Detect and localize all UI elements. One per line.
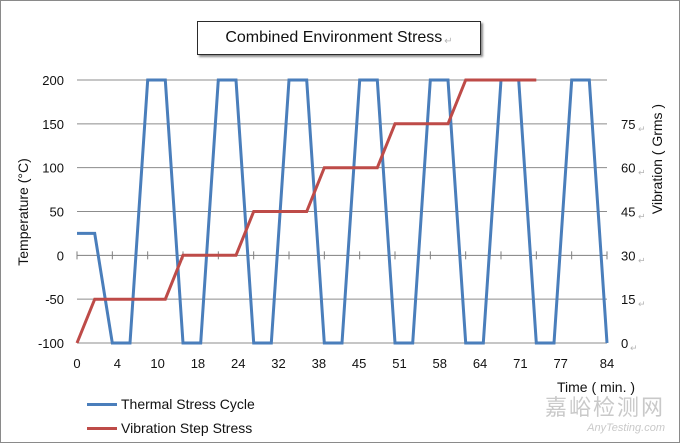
y-right-tick-mark: ↵ xyxy=(638,168,646,178)
legend-label-thermal: Thermal Stress Cycle xyxy=(121,396,255,412)
y-axis-right-label: Vibration ( Grms ) xyxy=(649,104,665,214)
y-right-tick-mark: ↵ xyxy=(638,299,646,309)
watermark-main: 嘉峪检测网 xyxy=(544,395,665,420)
y-right-tick-mark: ↵ xyxy=(638,212,646,222)
y-right-tick-mark: ↵ xyxy=(630,343,638,353)
legend-label-vibration: Vibration Step Stress xyxy=(121,420,253,436)
x-tick-label: 71 xyxy=(513,356,527,371)
y-left-tick-label: 150 xyxy=(42,117,64,132)
y-left-tick-label: 100 xyxy=(42,161,64,176)
y-right-tick-label: 45 xyxy=(621,205,635,220)
x-tick-label: 18 xyxy=(191,356,205,371)
x-tick-label: 84 xyxy=(600,356,614,371)
x-tick-label: 0 xyxy=(73,356,80,371)
vibration-step-line xyxy=(75,78,537,344)
x-tick-label: 38 xyxy=(312,356,326,371)
chart-title-box: Combined Environment Stress ↵ xyxy=(197,21,481,55)
y-left-tick-label: 0 xyxy=(57,248,64,263)
x-tick-label: 45 xyxy=(352,356,366,371)
x-tick-label: 24 xyxy=(231,356,245,371)
y-left-tick-label: 50 xyxy=(50,205,64,220)
x-tick-label: 4 xyxy=(114,356,121,371)
y-right-tick-label: 60 xyxy=(621,161,635,176)
y-right-tick-label: 0 xyxy=(621,336,628,351)
title-paragraph-mark: ↵ xyxy=(444,35,453,47)
series-layer xyxy=(75,78,609,345)
y-right-tick-label: 30 xyxy=(621,248,635,263)
y-right-tick-label: 15 xyxy=(621,292,635,307)
y-right-tick-mark: ↵ xyxy=(638,255,646,265)
y-left-tick-label: -50 xyxy=(45,292,64,307)
x-tick-label: 51 xyxy=(392,356,406,371)
axes xyxy=(76,251,608,260)
x-axis-label: Time ( min. ) xyxy=(557,379,635,395)
legend-swatch-vibration xyxy=(87,426,117,430)
watermark: 嘉峪检测网 AnyTesting.com xyxy=(545,390,665,434)
y-left-tick-label: 200 xyxy=(42,73,64,88)
x-tick-label: 58 xyxy=(433,356,447,371)
legend-swatch-thermal xyxy=(87,402,117,406)
x-tick-label: 77 xyxy=(553,356,567,371)
legend: Thermal Stress Cycle Vibration Step Stre… xyxy=(87,393,255,441)
legend-item-vibration: Vibration Step Stress xyxy=(87,417,255,439)
y-axis-left-label: Temperature (°C) xyxy=(15,158,31,266)
watermark-sub: AnyTesting.com xyxy=(587,422,665,434)
y-left-tick-label: -100 xyxy=(38,336,64,351)
chart-title: Combined Environment Stress xyxy=(225,29,443,46)
y-right-tick-label: 75 xyxy=(621,117,635,132)
y-right-tick-mark: ↵ xyxy=(638,124,646,134)
x-tick-label: 10 xyxy=(150,356,164,371)
legend-item-thermal: Thermal Stress Cycle xyxy=(87,393,255,415)
x-tick-label: 32 xyxy=(271,356,285,371)
x-tick-label: 64 xyxy=(473,356,487,371)
